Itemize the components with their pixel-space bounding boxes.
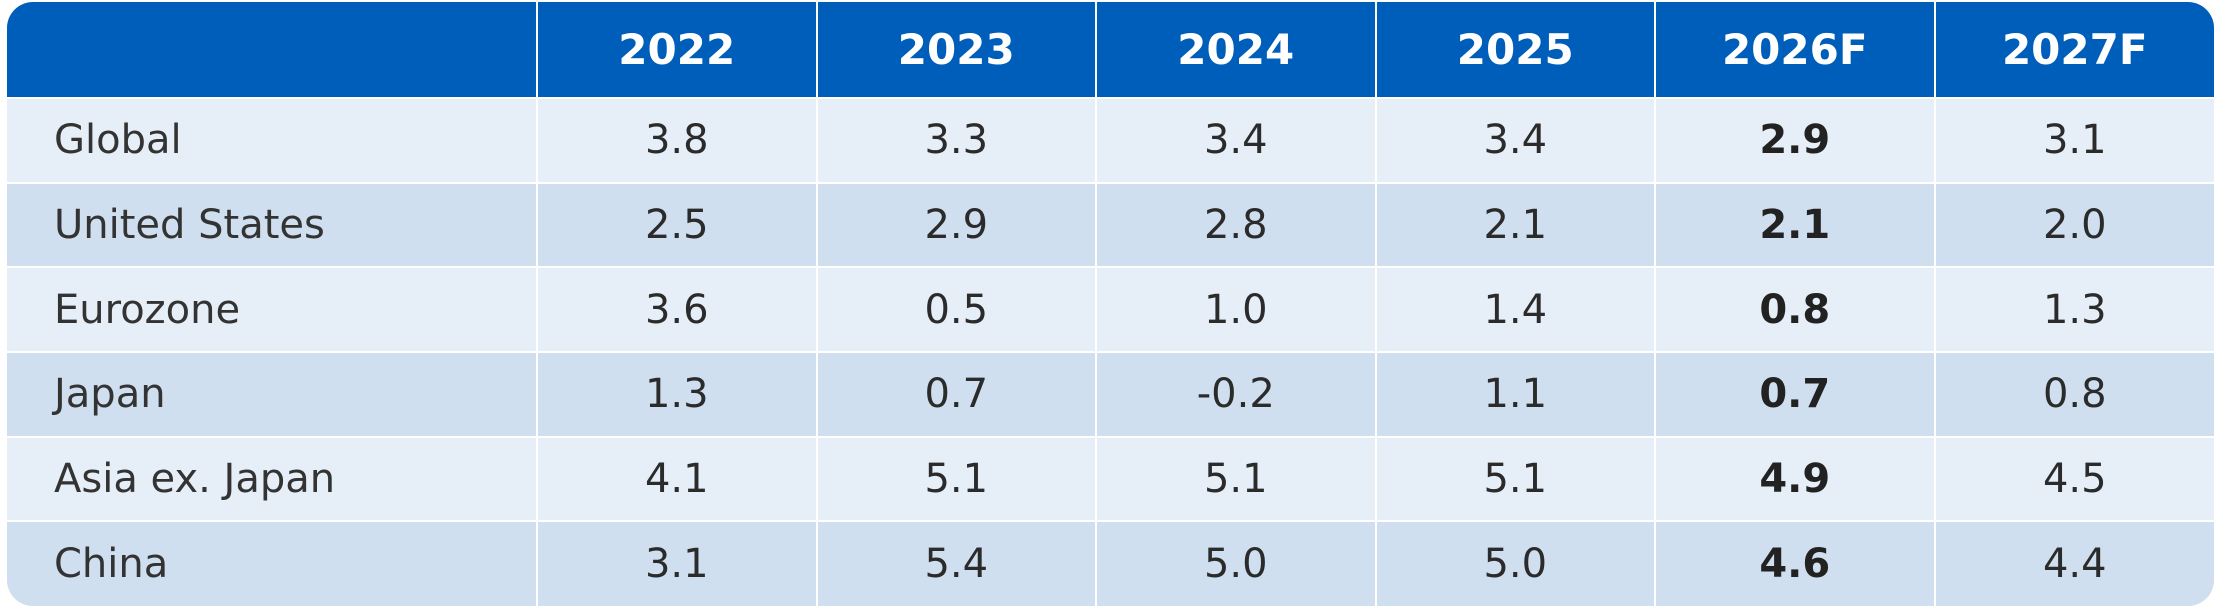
table-cell: 4.4	[1933, 520, 2214, 606]
table-row: Eurozone 3.6 0.5 1.0 1.4 0.8 1.3	[7, 266, 2214, 352]
table-cell: 4.1	[536, 435, 817, 522]
table-row: Japan 1.3 0.7 -0.2 1.1 0.7 0.8	[7, 350, 2214, 437]
header-row: 2022 2023 2024 2025 2026F 2027F	[7, 2, 2214, 98]
header-cell-2024: 2024	[1095, 2, 1376, 98]
table-row: Asia ex. Japan 4.1 5.1 5.1 5.1 4.9 4.5	[7, 435, 2214, 522]
table-cell: 2.8	[1095, 181, 1376, 268]
row-label: Eurozone	[7, 266, 537, 352]
table-cell: 1.0	[1095, 266, 1376, 352]
table-cell: 3.6	[536, 266, 817, 352]
header-cell-label	[7, 2, 537, 98]
forecast-table: 2022 2023 2024 2025 2026F 2027F Global 3…	[7, 2, 2214, 606]
table-cell: 3.1	[1933, 97, 2214, 183]
table-cell: 4.5	[1933, 435, 2214, 522]
header-cell-2026f: 2026F	[1654, 2, 1935, 98]
table-cell: 5.0	[1374, 520, 1655, 606]
header-cell-2022: 2022	[536, 2, 817, 98]
table-cell: 1.1	[1374, 350, 1655, 437]
row-label: China	[7, 520, 537, 606]
table-cell: 0.7	[815, 350, 1096, 437]
table-cell-emphasized: 4.9	[1654, 435, 1935, 522]
table-cell: 3.8	[536, 97, 817, 183]
table-cell-emphasized: 0.7	[1654, 350, 1935, 437]
header-cell-2025: 2025	[1374, 2, 1655, 98]
row-label: Japan	[7, 350, 537, 437]
table-row: Global 3.8 3.3 3.4 3.4 2.9 3.1	[7, 97, 2214, 183]
table-cell: 1.3	[1933, 266, 2214, 352]
table-cell: 1.3	[536, 350, 817, 437]
table-row: China 3.1 5.4 5.0 5.0 4.6 4.4	[7, 520, 2214, 606]
table-cell: 0.8	[1933, 350, 2214, 437]
table-cell: 0.5	[815, 266, 1096, 352]
table-cell: 1.4	[1374, 266, 1655, 352]
table-cell: 5.0	[1095, 520, 1376, 606]
forecast-table-container: 2022 2023 2024 2025 2026F 2027F Global 3…	[7, 2, 2214, 606]
row-label: Asia ex. Japan	[7, 435, 537, 522]
table-cell: 3.3	[815, 97, 1096, 183]
table-cell: 5.1	[1095, 435, 1376, 522]
table-cell-emphasized: 2.9	[1654, 97, 1935, 183]
table-cell: 5.1	[1374, 435, 1655, 522]
table-cell-emphasized: 4.6	[1654, 520, 1935, 606]
table-cell: 2.0	[1933, 181, 2214, 268]
table-cell: 5.4	[815, 520, 1096, 606]
table-cell: 3.4	[1374, 97, 1655, 183]
table-cell: 3.4	[1095, 97, 1376, 183]
table-cell-emphasized: 2.1	[1654, 181, 1935, 268]
table-cell-emphasized: 0.8	[1654, 266, 1935, 352]
table-cell: 2.1	[1374, 181, 1655, 268]
table-cell: 2.5	[536, 181, 817, 268]
table-cell: 2.9	[815, 181, 1096, 268]
table-row: United States 2.5 2.9 2.8 2.1 2.1 2.0	[7, 181, 2214, 268]
row-label: Global	[7, 97, 537, 183]
header-cell-2023: 2023	[815, 2, 1096, 98]
row-label: United States	[7, 181, 537, 268]
table-cell: 3.1	[536, 520, 817, 606]
table-cell: 5.1	[815, 435, 1096, 522]
table-cell: -0.2	[1095, 350, 1376, 437]
header-cell-2027f: 2027F	[1933, 2, 2214, 98]
